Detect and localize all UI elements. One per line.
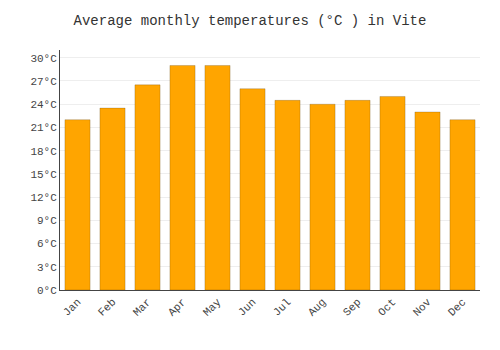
- svg-text:Apr: Apr: [166, 296, 188, 318]
- svg-text:Aug: Aug: [306, 296, 328, 318]
- svg-text:Sep: Sep: [341, 296, 363, 318]
- svg-text:3°C: 3°C: [37, 262, 57, 274]
- svg-text:Average monthly temperatures (: Average monthly temperatures (°C ) in Vi…: [74, 13, 427, 29]
- svg-text:12°C: 12°C: [30, 192, 57, 204]
- svg-text:30°C: 30°C: [30, 53, 57, 65]
- svg-text:18°C: 18°C: [30, 146, 57, 158]
- svg-text:24°C: 24°C: [30, 99, 57, 111]
- svg-text:9°C: 9°C: [37, 215, 57, 227]
- svg-text:Nov: Nov: [411, 296, 434, 319]
- svg-text:0°C: 0°C: [37, 285, 57, 297]
- svg-text:Oct: Oct: [376, 296, 398, 318]
- svg-text:Jan: Jan: [61, 296, 83, 318]
- svg-text:6°C: 6°C: [37, 238, 57, 250]
- svg-text:Jul: Jul: [271, 296, 293, 318]
- svg-text:Feb: Feb: [96, 296, 118, 318]
- svg-text:Dec: Dec: [446, 296, 468, 318]
- svg-text:27°C: 27°C: [30, 76, 57, 88]
- svg-text:Jun: Jun: [236, 296, 258, 318]
- svg-text:May: May: [201, 296, 224, 319]
- svg-text:15°C: 15°C: [30, 169, 57, 181]
- svg-text:21°C: 21°C: [30, 122, 57, 134]
- svg-text:Mar: Mar: [131, 296, 153, 318]
